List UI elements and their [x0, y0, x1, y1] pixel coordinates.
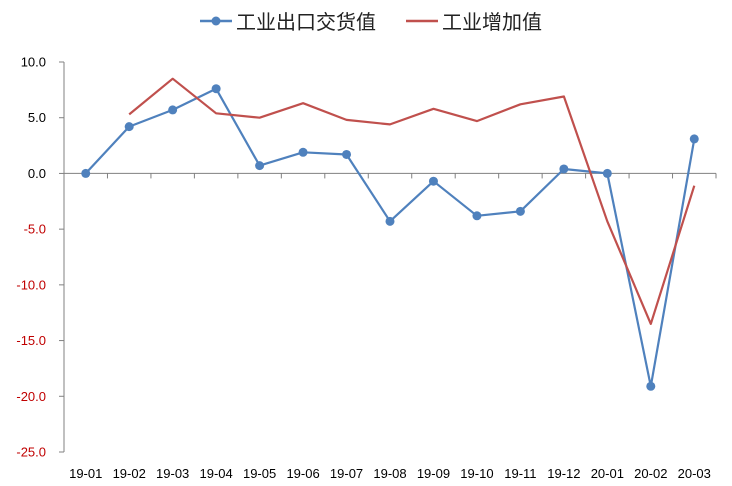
- legend-item-value-added: 工业增加值: [406, 10, 542, 34]
- series-line-export: [84, 87, 696, 388]
- data-point-export: [342, 149, 352, 159]
- y-tick-label: -25.0: [16, 445, 46, 460]
- data-point-export: [602, 168, 612, 178]
- x-tick-label: 20-03: [678, 466, 711, 481]
- y-tick-label: -5.0: [24, 222, 46, 237]
- y-tick-label: -15.0: [16, 333, 46, 348]
- data-point-export: [255, 161, 265, 171]
- legend-label-value-added: 工业增加值: [442, 10, 542, 34]
- axes: 10.0 5.0 0.0 -5.0 -10.0 -15.0 -20.0 -25.0 19-01 1…: [16, 55, 717, 481]
- x-tick-label: 19-09: [417, 466, 450, 481]
- x-tick-label: 19-03: [156, 466, 189, 481]
- data-point-export: [515, 206, 525, 216]
- y-tick-label: -20.0: [16, 389, 46, 404]
- y-tick-label: -10.0: [16, 277, 46, 292]
- data-point-export: [124, 122, 134, 132]
- x-tick-label: 19-04: [200, 466, 233, 481]
- x-tick-label: 20-02: [634, 466, 667, 481]
- y-tick-label: 5.0: [28, 110, 46, 125]
- data-point-export: [298, 147, 308, 157]
- legend: 工业出口交货值 工业增加值: [200, 10, 542, 34]
- data-point-export: [559, 164, 569, 174]
- data-point-export: [211, 84, 221, 94]
- legend-marker-export: [211, 16, 221, 26]
- data-point-export: [472, 211, 482, 221]
- x-tick-label: 19-06: [286, 466, 319, 481]
- x-tick-label: 19-10: [460, 466, 493, 481]
- x-tick-label: 19-11: [504, 466, 536, 481]
- x-tick-label: 19-05: [243, 466, 276, 481]
- legend-item-export: 工业出口交货值: [200, 10, 376, 34]
- data-point-export: [428, 176, 438, 186]
- data-point-export: [168, 105, 178, 115]
- x-tick-label: 19-08: [373, 466, 406, 481]
- data-point-export: [689, 134, 699, 144]
- series-line-value-added: [128, 77, 696, 325]
- legend-label-export: 工业出口交货值: [236, 10, 376, 34]
- x-tick-label: 19-07: [330, 466, 363, 481]
- x-tick-label: 19-02: [113, 466, 146, 481]
- x-tick-label: 19-12: [547, 466, 580, 481]
- y-tick-label: 10.0: [21, 55, 46, 70]
- x-tick-label: 20-01: [591, 466, 624, 481]
- data-point-export: [646, 381, 656, 391]
- data-point-export: [385, 216, 395, 226]
- data-point-export: [81, 168, 91, 178]
- x-tick-label: 19-01: [69, 466, 102, 481]
- y-tick-label: 0.0: [28, 166, 46, 181]
- series-group: [81, 77, 699, 391]
